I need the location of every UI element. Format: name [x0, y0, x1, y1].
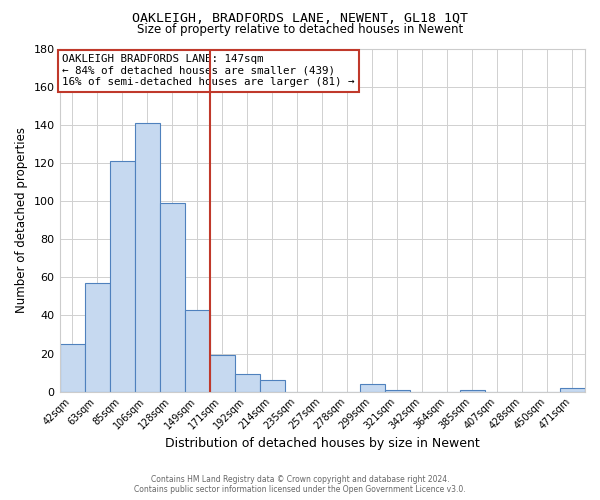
- Bar: [560, 388, 585, 392]
- Bar: [110, 162, 134, 392]
- Bar: [360, 384, 385, 392]
- Text: OAKLEIGH, BRADFORDS LANE, NEWENT, GL18 1QT: OAKLEIGH, BRADFORDS LANE, NEWENT, GL18 1…: [132, 12, 468, 26]
- Bar: [385, 390, 410, 392]
- Bar: [235, 374, 260, 392]
- Bar: [185, 310, 209, 392]
- Bar: [460, 390, 485, 392]
- Text: OAKLEIGH BRADFORDS LANE: 147sqm
← 84% of detached houses are smaller (439)
16% o: OAKLEIGH BRADFORDS LANE: 147sqm ← 84% of…: [62, 54, 355, 88]
- X-axis label: Distribution of detached houses by size in Newent: Distribution of detached houses by size …: [165, 437, 479, 450]
- Bar: [260, 380, 285, 392]
- Bar: [85, 283, 110, 392]
- Bar: [134, 123, 160, 392]
- Text: Size of property relative to detached houses in Newent: Size of property relative to detached ho…: [137, 22, 463, 36]
- Bar: [209, 356, 235, 392]
- Text: Contains HM Land Registry data © Crown copyright and database right 2024.
Contai: Contains HM Land Registry data © Crown c…: [134, 474, 466, 494]
- Bar: [59, 344, 85, 392]
- Y-axis label: Number of detached properties: Number of detached properties: [15, 128, 28, 314]
- Bar: [160, 203, 185, 392]
